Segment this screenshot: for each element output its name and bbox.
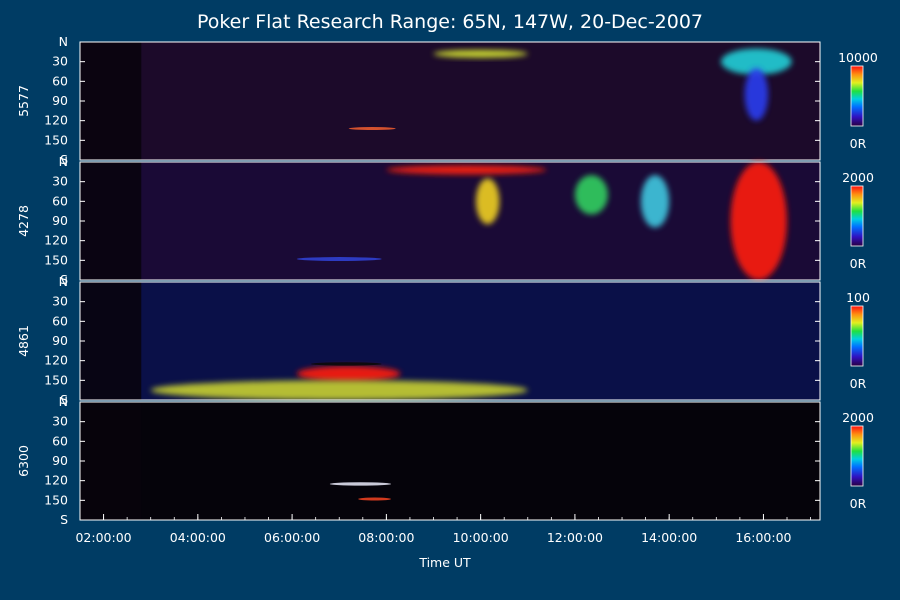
emission-blob-rim bbox=[310, 362, 382, 366]
emission-pulse-2 bbox=[574, 175, 608, 215]
x-tick-label: 08:00:00 bbox=[358, 530, 414, 545]
y-tick-label: 90 bbox=[52, 93, 68, 108]
data-gap bbox=[80, 402, 142, 520]
colorbar bbox=[850, 65, 864, 127]
y-tick-label: 120 bbox=[44, 233, 68, 248]
chart-title: Poker Flat Research Range: 65N, 147W, 20… bbox=[197, 11, 703, 33]
data-gap bbox=[80, 282, 142, 400]
y-tick-label: 120 bbox=[44, 353, 68, 368]
emission-auroral-arcs bbox=[433, 49, 528, 58]
y-tick-label: 150 bbox=[44, 492, 68, 507]
panel-wavelength-label: 6300 bbox=[16, 445, 31, 477]
emission-dim-blue bbox=[296, 257, 382, 261]
x-axis: 02:00:00 04:00:00 06:00:00 08:00:00 10:00:00… bbox=[75, 514, 811, 545]
y-tick-label: N bbox=[59, 154, 68, 169]
colorbar bbox=[850, 305, 864, 367]
y-tick-label: 30 bbox=[52, 294, 68, 309]
x-tick-label: 12:00:00 bbox=[547, 530, 603, 545]
emission-morning-core bbox=[744, 68, 769, 121]
y-tick-label: S bbox=[60, 152, 68, 167]
y-tick-label: 150 bbox=[44, 252, 68, 267]
panels-group: N 30 60 90 120 150 S 5577 10000 0R N 30 60 90 120 150 S 4… bbox=[16, 34, 878, 527]
y-tick-label: 150 bbox=[44, 132, 68, 147]
x-tick-label: 16:00:00 bbox=[735, 530, 791, 545]
panel-wavelength-label: 4278 bbox=[16, 205, 31, 237]
y-tick-label: N bbox=[59, 34, 68, 49]
emission-morning-red bbox=[730, 162, 788, 280]
colorbar-max-label: 100 bbox=[846, 290, 870, 305]
colorbar-min-label: 0R bbox=[850, 256, 867, 271]
y-tick-label: 30 bbox=[52, 54, 68, 69]
panel-wavelength-label: 5577 bbox=[16, 85, 31, 117]
panel-background bbox=[80, 162, 820, 280]
y-tick-label: 60 bbox=[52, 73, 68, 88]
emission-pulse-1 bbox=[475, 178, 500, 225]
y-tick-label: 90 bbox=[52, 333, 68, 348]
y-tick-label: N bbox=[59, 274, 68, 289]
x-tick-label: 04:00:00 bbox=[170, 530, 226, 545]
y-tick-label: 120 bbox=[44, 113, 68, 128]
emission-evening-band bbox=[386, 165, 547, 175]
colorbar bbox=[850, 425, 864, 487]
y-tick-label: 60 bbox=[52, 313, 68, 328]
colorbar-max-label: 2000 bbox=[842, 170, 874, 185]
y-tick-label: S bbox=[60, 272, 68, 287]
data-gap bbox=[80, 42, 142, 160]
y-tick-label: 60 bbox=[52, 433, 68, 448]
panel-4278: N 30 60 90 120 150 S 4278 2000 0R bbox=[16, 154, 874, 287]
y-tick-label: S bbox=[60, 392, 68, 407]
colorbar-max-label: 10000 bbox=[838, 50, 878, 65]
y-tick-label: 60 bbox=[52, 193, 68, 208]
colorbar-min-label: 0R bbox=[850, 496, 867, 511]
panel-4861: N 30 60 90 120 150 S 4861 100 0R bbox=[16, 274, 870, 407]
panel-wavelength-label: 4861 bbox=[16, 325, 31, 357]
data-gap bbox=[80, 162, 142, 280]
emission-red-line-arc bbox=[329, 482, 392, 486]
y-tick-label: 90 bbox=[52, 453, 68, 468]
colorbar-min-label: 0R bbox=[850, 136, 867, 151]
x-tick-label: 06:00:00 bbox=[264, 530, 320, 545]
colorbar-min-label: 0R bbox=[850, 376, 867, 391]
colorbar-max-label: 2000 bbox=[842, 410, 874, 425]
panel-6300: N 30 60 90 120 150 S 6300 2000 0R bbox=[16, 394, 874, 527]
y-tick-label: S bbox=[60, 512, 68, 527]
y-tick-label: 150 bbox=[44, 372, 68, 387]
y-tick-label: 30 bbox=[52, 414, 68, 429]
x-tick-label: 02:00:00 bbox=[75, 530, 131, 545]
emission-morning-surge bbox=[721, 48, 792, 75]
panel-background bbox=[80, 402, 820, 520]
x-tick-label: 14:00:00 bbox=[641, 530, 697, 545]
panel-background bbox=[80, 42, 820, 160]
panel-background bbox=[80, 282, 820, 400]
y-tick-label: 120 bbox=[44, 473, 68, 488]
y-tick-label: N bbox=[59, 394, 68, 409]
emission-early-arc bbox=[348, 127, 396, 131]
colorbar bbox=[850, 185, 864, 247]
x-axis-label: Time UT bbox=[418, 555, 471, 570]
y-tick-label: 90 bbox=[52, 213, 68, 228]
emission-lower-glow bbox=[150, 380, 528, 400]
emission-red-line-spot bbox=[358, 497, 392, 501]
emission-pulse-3 bbox=[640, 175, 670, 228]
panel-5577: N 30 60 90 120 150 S 5577 10000 0R bbox=[16, 34, 878, 167]
x-tick-label: 10:00:00 bbox=[453, 530, 509, 545]
emission-proton-blob bbox=[296, 365, 401, 382]
y-tick-label: 30 bbox=[52, 174, 68, 189]
